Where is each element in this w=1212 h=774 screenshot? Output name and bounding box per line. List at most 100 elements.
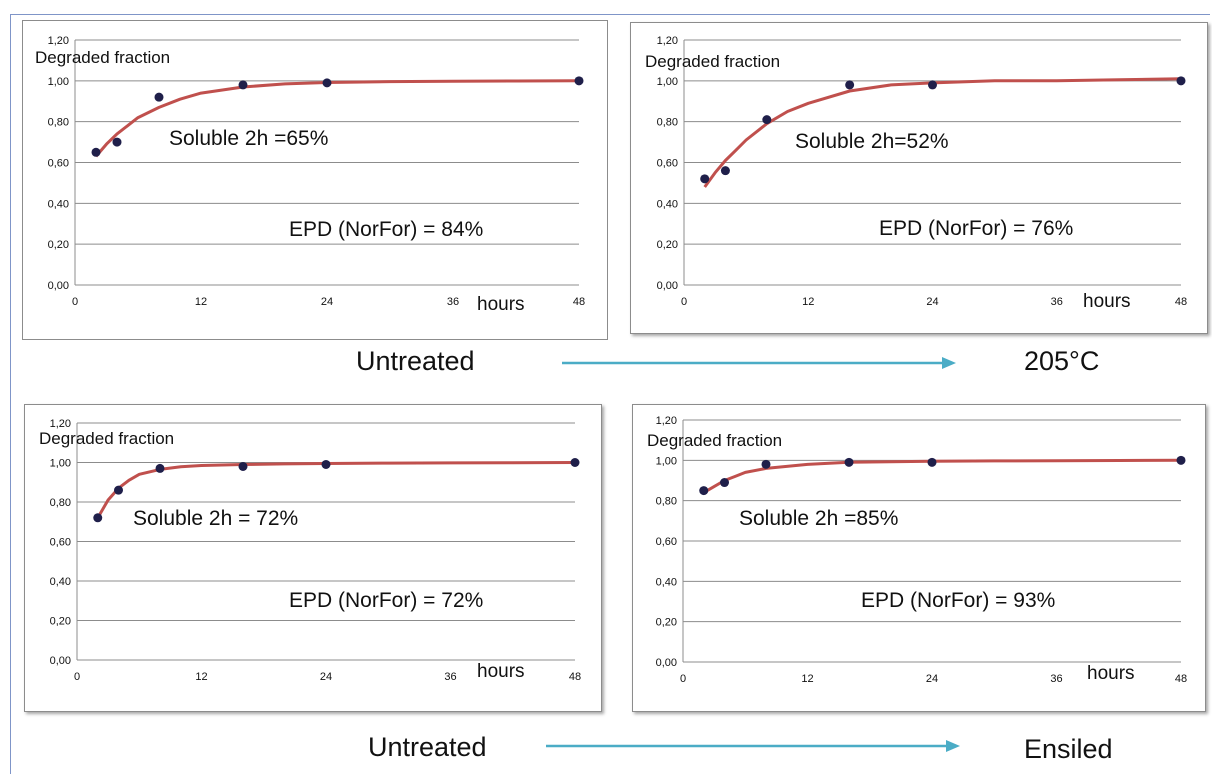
- chart-205c: 0,00 0,20 0,40 0,60 0,80 1,00 1,20 0 12 24 36 48 Deg…: [631, 23, 1209, 335]
- annotation-epd: EPD (NorFor) = 76%: [879, 217, 1073, 240]
- y-axis-title: Degraded fraction: [39, 429, 174, 448]
- chart-untreated-bottom: 0,00 0,20 0,40 0,60 0,80 1,00 1,20 0 12 24 36 48 Deg…: [25, 405, 603, 713]
- y-tick-label: 1,00: [50, 458, 71, 470]
- y-tick-label: 0,20: [657, 239, 678, 251]
- x-axis-title: hours: [477, 294, 525, 315]
- annotation-epd: EPD (NorFor) = 72%: [289, 589, 483, 612]
- data-point: [571, 458, 580, 467]
- annotation-epd: EPD (NorFor) = 84%: [289, 218, 483, 241]
- annotation-soluble: Soluble 2h=52%: [795, 130, 949, 153]
- data-point: [1177, 76, 1186, 85]
- x-axis-title: hours: [477, 661, 525, 682]
- data-point: [1177, 456, 1186, 465]
- y-tick-label: 0,60: [657, 158, 678, 170]
- x-tick-label: 36: [1051, 296, 1063, 308]
- annotation-soluble: Soluble 2h = 72%: [133, 507, 298, 530]
- y-tick-label: 0,80: [50, 497, 71, 509]
- y-tick-label: 0,40: [656, 576, 677, 588]
- data-point: [762, 115, 771, 124]
- x-tick-label: 24: [926, 296, 938, 308]
- y-tick-label: 0,20: [48, 239, 69, 251]
- data-point: [720, 478, 729, 487]
- chart-panel-ensiled: 0,00 0,20 0,40 0,60 0,80 1,00 1,20 0 12 24 36 48 Deg…: [632, 404, 1206, 712]
- y-tick-label: 0,40: [657, 198, 678, 210]
- x-axis-title: hours: [1087, 663, 1135, 684]
- data-point: [323, 78, 332, 87]
- chart-panel-205c: 0,00 0,20 0,40 0,60 0,80 1,00 1,20 0 12 24 36 48 Deg…: [630, 22, 1208, 334]
- data-point: [92, 148, 101, 157]
- annotation-soluble: Soluble 2h =65%: [169, 127, 328, 150]
- data-point: [156, 464, 165, 473]
- caption-untreated-top: Untreated: [356, 346, 475, 377]
- x-tick-label: 12: [195, 296, 207, 308]
- y-tick-label: 0,00: [657, 280, 678, 292]
- y-axis-title: Degraded fraction: [647, 431, 782, 450]
- y-tick-label: 0,60: [48, 158, 69, 170]
- y-tick-label: 0,80: [657, 117, 678, 129]
- y-tick-label: 0,80: [656, 496, 677, 508]
- data-point: [721, 166, 730, 175]
- y-tick-label: 0,60: [50, 537, 71, 549]
- x-tick-label: 12: [195, 671, 207, 683]
- data-point: [113, 138, 122, 147]
- x-tick-label: 48: [573, 296, 585, 308]
- x-tick-label: 0: [72, 296, 78, 308]
- data-point: [93, 513, 102, 522]
- data-point: [114, 486, 123, 495]
- data-point: [322, 460, 331, 469]
- data-point: [239, 80, 248, 89]
- y-tick-label: 0,60: [656, 536, 677, 548]
- data-point: [845, 80, 854, 89]
- y-tick-label: 1,00: [48, 76, 69, 88]
- y-tick-label: 0,20: [656, 617, 677, 629]
- x-tick-label: 48: [569, 671, 581, 683]
- y-tick-label: 1,20: [657, 35, 678, 47]
- y-tick-label: 1,00: [656, 455, 677, 467]
- caption-ensiled: Ensiled: [1024, 734, 1113, 765]
- data-point: [239, 462, 248, 471]
- arrow-untreated-to-205c: [560, 353, 960, 373]
- y-tick-label: 0,00: [48, 280, 69, 292]
- x-axis-title: hours: [1083, 291, 1131, 312]
- y-tick-label: 0,00: [656, 657, 677, 669]
- x-tick-label: 48: [1175, 673, 1187, 685]
- annotation-epd: EPD (NorFor) = 93%: [861, 589, 1055, 612]
- data-point: [762, 460, 771, 469]
- caption-untreated-bottom: Untreated: [368, 732, 487, 763]
- x-tick-label: 24: [321, 296, 333, 308]
- y-tick-label: 1,00: [657, 76, 678, 88]
- arrow-untreated-to-ensiled: [544, 736, 964, 756]
- y-tick-label: 1,20: [48, 35, 69, 47]
- chart-panel-untreated-top: 0,00 0,20 0,40 0,60 0,80 1,00 1,20 0 12 24 36 48 Deg…: [22, 20, 608, 340]
- data-point: [928, 80, 937, 89]
- x-tick-label: 24: [320, 671, 332, 683]
- fit-curve: [704, 460, 1181, 492]
- data-point: [575, 76, 584, 85]
- x-tick-label: 36: [1050, 673, 1062, 685]
- x-tick-label: 36: [444, 671, 456, 683]
- x-tick-label: 24: [926, 673, 938, 685]
- x-tick-label: 0: [681, 296, 687, 308]
- y-axis-title: Degraded fraction: [645, 52, 780, 71]
- data-point: [700, 174, 709, 183]
- data-point: [928, 458, 937, 467]
- chart-untreated-top: 0,00 0,20 0,40 0,60 0,80 1,00 1,20 0 12 24 36 48 Deg…: [23, 21, 609, 341]
- x-tick-label: 0: [74, 671, 80, 683]
- y-tick-label: 0,40: [50, 576, 71, 588]
- data-point: [699, 486, 708, 495]
- y-tick-label: 0,40: [48, 198, 69, 210]
- x-tick-label: 36: [447, 296, 459, 308]
- x-tick-label: 12: [802, 296, 814, 308]
- chart-ensiled: 0,00 0,20 0,40 0,60 0,80 1,00 1,20 0 12 24 36 48 Deg…: [633, 405, 1207, 713]
- caption-205c: 205°C: [1024, 346, 1099, 377]
- y-axis-title: Degraded fraction: [35, 48, 170, 67]
- y-tick-label: 0,00: [50, 655, 71, 667]
- chart-panel-untreated-bottom: 0,00 0,20 0,40 0,60 0,80 1,00 1,20 0 12 24 36 48 Deg…: [24, 404, 602, 712]
- data-point: [155, 93, 164, 102]
- y-tick-label: 0,80: [48, 117, 69, 129]
- x-tick-label: 48: [1175, 296, 1187, 308]
- x-tick-label: 0: [680, 673, 686, 685]
- annotation-soluble: Soluble 2h =85%: [739, 507, 898, 530]
- data-point: [845, 458, 854, 467]
- y-tick-label: 1,20: [656, 415, 677, 427]
